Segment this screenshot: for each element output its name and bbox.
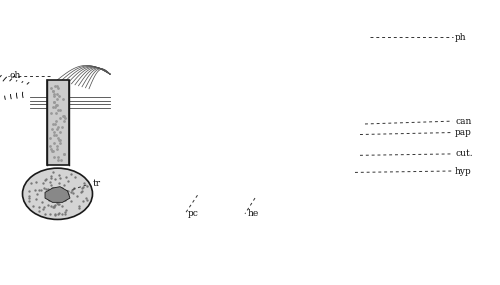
Polygon shape xyxy=(45,187,70,202)
Text: pap: pap xyxy=(455,128,472,137)
Text: cut.: cut. xyxy=(455,149,472,158)
Text: he: he xyxy=(248,209,259,218)
Text: ph: ph xyxy=(455,32,466,42)
Ellipse shape xyxy=(22,168,92,219)
Text: can: can xyxy=(455,117,471,126)
Text: hyp: hyp xyxy=(455,166,472,176)
Text: pc: pc xyxy=(188,209,198,218)
Text: tr: tr xyxy=(92,179,100,188)
Polygon shape xyxy=(46,80,68,165)
Text: oh: oh xyxy=(10,71,22,80)
